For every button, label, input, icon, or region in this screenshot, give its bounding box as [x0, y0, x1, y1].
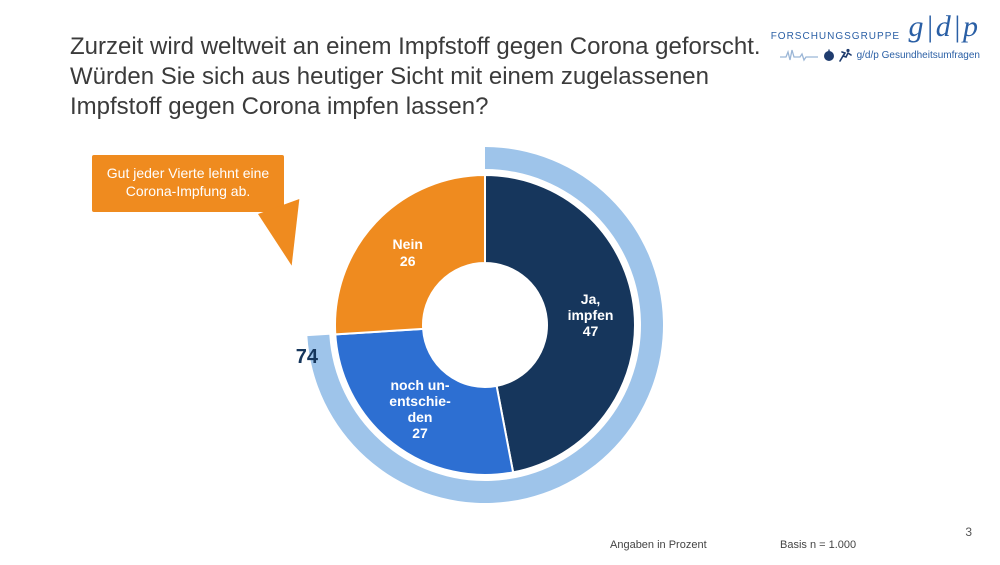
runner-icon [837, 48, 853, 62]
slide-title: Zurzeit wird weltweit an einem Impfstoff… [70, 32, 770, 122]
logo-subline: g/d/p Gesundheitsumfragen [857, 50, 980, 61]
apple-icon [822, 48, 836, 62]
callout-box: Gut jeder Vierte lehnt eine Corona-Impfu… [92, 155, 284, 212]
health-icons [822, 48, 853, 62]
donut-chart: Ja,impfen47noch un-entschie-den27Nein26 [300, 140, 670, 510]
logo-subline-row: g/d/p Gesundheitsumfragen [771, 48, 980, 62]
outer-arc-value: 74 [296, 346, 318, 369]
donut-svg [300, 140, 670, 510]
ekg-icon [780, 48, 818, 62]
slide-page: Zurzeit wird weltweit an einem Impfstoff… [0, 0, 1000, 565]
brand-logo: FORSCHUNGSGRUPPE g|d|p g/d/p Gesundheits… [771, 12, 980, 62]
page-number: 3 [965, 525, 972, 539]
logo-overline: FORSCHUNGSGRUPPE [771, 31, 900, 42]
footer-percent-note: Angaben in Prozent [610, 539, 707, 551]
slice-nein [335, 175, 485, 334]
logo-wordmark: g|d|p [909, 12, 981, 42]
footer-basis-note: Basis n = 1.000 [780, 539, 856, 551]
